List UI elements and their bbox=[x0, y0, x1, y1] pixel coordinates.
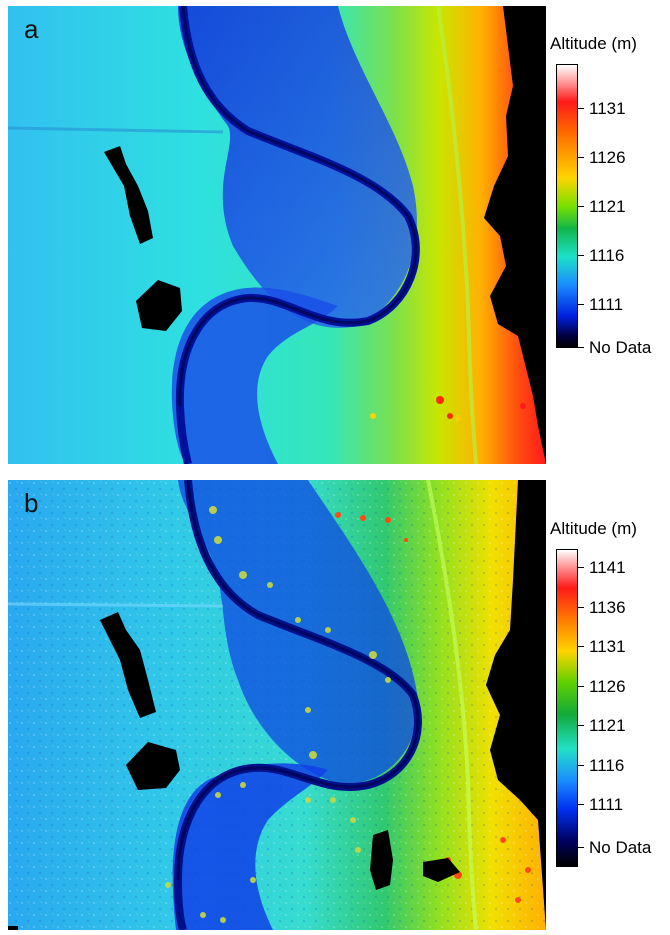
tick-b-1116 bbox=[578, 765, 584, 766]
tick-a-1121 bbox=[578, 206, 584, 207]
tick-a-1111 bbox=[578, 304, 584, 305]
tick-label-b-1116: 1116 bbox=[589, 756, 625, 775]
tick-a-1116 bbox=[578, 255, 584, 256]
tick-label-a-1131: 1131 bbox=[589, 99, 626, 118]
tick-a-1131 bbox=[578, 108, 584, 109]
elevation-map-a: a bbox=[8, 6, 546, 464]
tick-label-b-1121: 1121 bbox=[589, 716, 626, 735]
tick-label-a-1116: 1116 bbox=[589, 246, 625, 265]
panel-label-a: a bbox=[24, 14, 39, 44]
tick-a-1126 bbox=[578, 157, 584, 158]
legend-b: Altitude (m) 1141 1136 1131 1126 1121 11… bbox=[548, 515, 670, 895]
legend-title-b: Altitude (m) bbox=[550, 519, 637, 538]
tick-label-b-1136: 1136 bbox=[589, 598, 626, 617]
tick-label-b-1131: 1131 bbox=[589, 637, 626, 656]
tick-b-1136 bbox=[578, 607, 584, 608]
tick-b-nodata bbox=[578, 847, 584, 848]
tick-label-b-1126: 1126 bbox=[589, 677, 626, 696]
tick-b-1121 bbox=[578, 725, 584, 726]
colorbar-a bbox=[556, 64, 578, 348]
elevation-map-b: b bbox=[8, 480, 546, 930]
tick-label-b-1111: 1111 bbox=[589, 795, 624, 814]
legend-title-a: Altitude (m) bbox=[550, 34, 637, 53]
tick-label-a-1121: 1121 bbox=[589, 197, 626, 216]
tick-a-nodata bbox=[578, 347, 584, 348]
colorbar-b bbox=[556, 549, 578, 867]
panel-label-b: b bbox=[24, 488, 39, 518]
tick-b-1126 bbox=[578, 686, 584, 687]
tick-b-1111 bbox=[578, 804, 584, 805]
elevation-map-a-image bbox=[8, 6, 546, 464]
tick-b-1131 bbox=[578, 646, 584, 647]
nodata-label-b: No Data bbox=[589, 838, 652, 857]
tick-b-1141 bbox=[578, 567, 584, 568]
tick-label-a-1126: 1126 bbox=[589, 148, 626, 167]
elevation-map-b-image bbox=[8, 480, 546, 930]
legend-a: Altitude (m) 1131 1126 1121 1116 1111 No… bbox=[548, 30, 670, 360]
tick-label-b-1141: 1141 bbox=[589, 558, 626, 577]
nodata-label-a: No Data bbox=[589, 338, 652, 357]
tick-label-a-1111: 1111 bbox=[589, 295, 624, 314]
